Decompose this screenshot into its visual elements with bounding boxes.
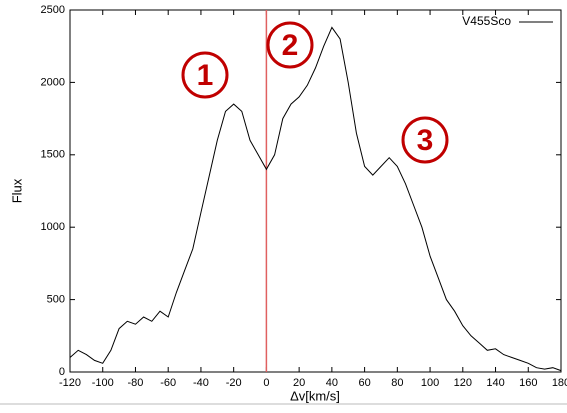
x-tick-label: -100 [92, 377, 114, 389]
annotation-circle [181, 51, 229, 99]
x-tick-label: 20 [293, 377, 305, 389]
x-tick-label: 40 [326, 377, 338, 389]
x-tick-label: 0 [263, 377, 269, 389]
x-tick-label: 120 [454, 377, 472, 389]
x-tick-label: -120 [59, 377, 81, 389]
legend-label: V455Sco [462, 14, 511, 28]
annotation-circle [401, 116, 449, 164]
plot-frame [69, 9, 562, 373]
annotation: 3 [417, 124, 434, 157]
y-axis-label: Flux [9, 178, 24, 203]
x-tick-label: -60 [160, 377, 176, 389]
x-tick-label: 140 [486, 377, 504, 389]
data-line [69, 26, 562, 372]
x-tick-label: 160 [519, 377, 537, 389]
annotation-circle [266, 21, 314, 69]
y-tick-label: 0 [59, 366, 65, 378]
x-tick-label: -80 [128, 377, 144, 389]
annotation: 1 [197, 59, 214, 92]
y-tick-label: 2500 [41, 4, 65, 16]
y-tick-label: 500 [47, 294, 65, 306]
x-tick-label: 60 [358, 377, 370, 389]
x-axis-label: Δv[km/s] [290, 388, 340, 403]
x-tick-label: -40 [193, 377, 209, 389]
x-tick-label: 80 [391, 377, 403, 389]
y-tick-label: 1500 [41, 149, 65, 161]
annotation: 2 [282, 29, 299, 62]
x-tick-label: -20 [226, 377, 242, 389]
x-tick-label: 100 [421, 377, 439, 389]
x-tick-label: 180 [552, 377, 567, 389]
y-tick-label: 2000 [41, 76, 65, 88]
y-tick-label: 1000 [41, 221, 65, 233]
